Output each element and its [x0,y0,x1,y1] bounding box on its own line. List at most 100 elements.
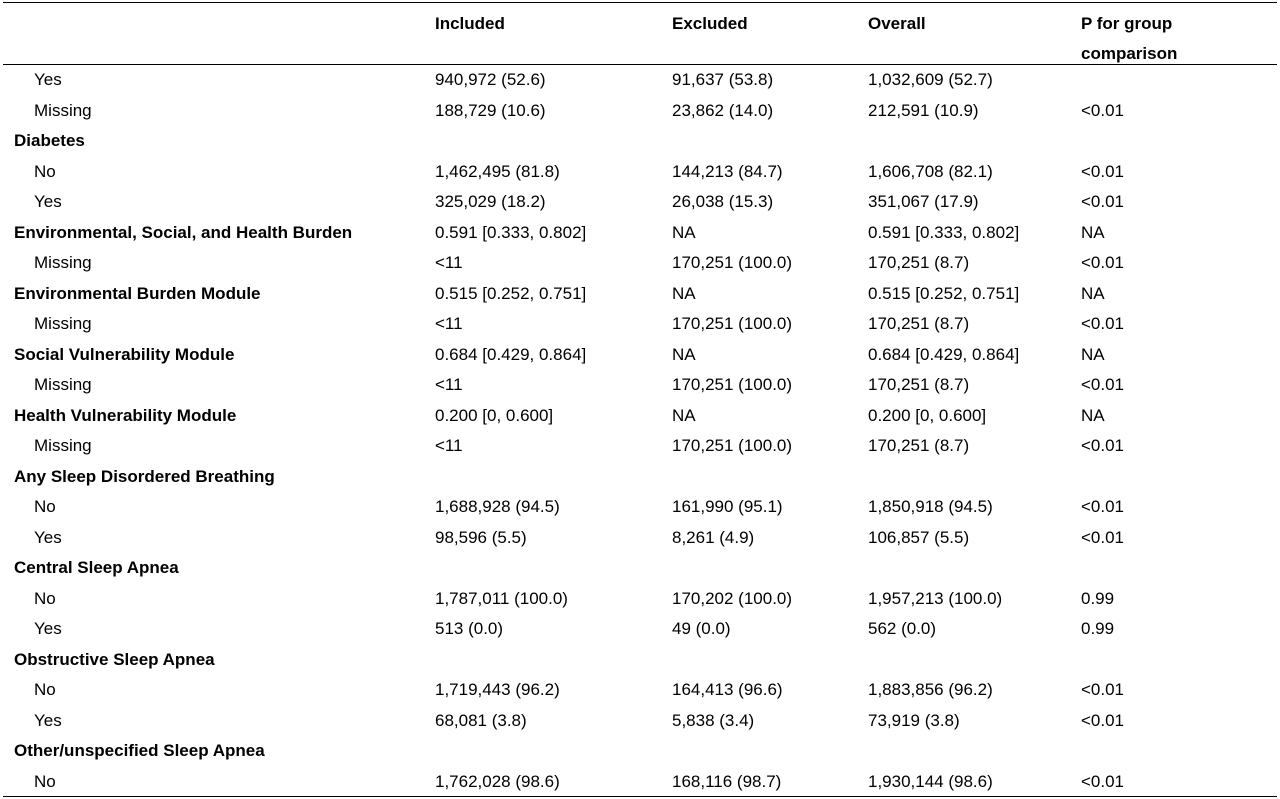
table-group-row: Diabetes [0,126,1280,157]
cell-overall: 0.200 [0, 0.600] [868,405,987,425]
cell-overall: 73,919 (3.8) [868,710,960,730]
row-label: No [34,771,56,791]
cell-p-value: <0.01 [1081,771,1125,791]
cell-included: 1,688,928 (94.5) [435,497,560,516]
row-label: Environmental Burden Module [14,283,261,303]
cell-excluded: 144,213 (84.7) [672,161,783,181]
table-group-row: Social Vulnerability Module 0.684 [0.429,… [0,340,1280,371]
table-row: Yes 940,972 (52.6) 91,637 (53.8) 1,032,609 … [0,65,1280,96]
cell-excluded: 170,251 (100.0) [672,436,793,455]
cell-excluded: 170,251 (100.0) [672,314,793,333]
table-body: Yes 940,972 (52.6) 91,637 (53.8) 1,032,609 … [0,65,1280,797]
cell-overall: 1,850,918 (94.5) [868,497,993,516]
row-label: Central Sleep Apnea [14,558,179,577]
cell-overall: 562 (0.0) [868,619,937,638]
cell-included: <11 [435,436,463,455]
cell-p-value: 0.99 [1081,619,1115,638]
cell-excluded: NA [672,283,696,303]
cell-included: 0.200 [0, 0.600] [435,405,554,425]
header-overall: Overall [868,14,926,33]
cell-p-value: <0.01 [1081,375,1125,394]
cell-overall: 0.684 [0.429, 0.864] [868,344,1020,364]
cell-included: 0.515 [0.252, 0.751] [435,283,587,303]
row-label: Any Sleep Disordered Breathing [14,466,275,486]
row-label: Health Vulnerability Module [14,405,237,425]
row-label: Yes [34,527,62,547]
cell-p-value: <0.01 [1081,314,1125,333]
cell-excluded: 5,838 (3.4) [672,710,755,730]
cell-p-value: <0.01 [1081,680,1125,699]
table-row: Missing <11 170,251 (100.0) 170,251 (8.7) <0… [0,431,1280,462]
cell-included: <11 [435,253,463,272]
cell-excluded: 8,261 (4.9) [672,527,755,547]
table-row: Missing <11 170,251 (100.0) 170,251 (8.7) <0… [0,248,1280,279]
cell-p-value: NA [1081,283,1105,303]
cell-p-value: <0.01 [1081,497,1125,516]
row-label: Social Vulnerability Module [14,344,235,364]
cell-included: <11 [435,314,463,333]
row-label: Environmental, Social, and Health Burden [14,222,353,242]
table-group-row: Environmental, Social, and Health Burden… [0,218,1280,249]
cell-p-value: <0.01 [1081,436,1125,455]
cell-p-value: NA [1081,222,1105,242]
row-label: Yes [34,619,62,638]
table-row: Yes 513 (0.0) 49 (0.0) 562 (0.0) 0.99 [0,614,1280,645]
cell-p-value: NA [1081,344,1105,364]
cell-excluded: 170,251 (100.0) [672,375,793,394]
row-label: Missing [34,253,92,272]
row-label: No [34,497,56,516]
table-bottom-rule [3,796,1277,797]
cell-included: 513 (0.0) [435,619,504,638]
row-label: No [34,588,56,608]
cell-included: 1,762,028 (98.6) [435,771,560,791]
row-label: Obstructive Sleep Apnea [14,649,215,669]
header-p-value-line2: comparison [1081,44,1178,63]
cell-excluded: NA [672,222,696,242]
cell-overall: 0.591 [0.333, 0.802] [868,222,1020,242]
table-group-row: Central Sleep Apnea [0,553,1280,584]
table-row: No 1,787,011 (100.0) 170,202 (100.0) 1,957,… [0,584,1280,615]
header-included: Included [435,14,505,33]
table-top-rule [3,2,1277,3]
cell-excluded: NA [672,405,696,425]
table-row: No 1,688,928 (94.5) 161,990 (95.1) 1,850,91… [0,492,1280,523]
cell-p-value: 0.99 [1081,588,1115,608]
table-row: Missing <11 170,251 (100.0) 170,251 (8.7) <0… [0,309,1280,340]
cell-overall: 1,883,856 (96.2) [868,680,993,699]
cell-included: <11 [435,375,463,394]
cell-p-value: <0.01 [1081,161,1125,181]
table-header-rule [3,64,1277,65]
cell-overall: 212,591 (10.9) [868,100,979,120]
cell-overall: 1,032,609 (52.7) [868,70,993,89]
cell-included: 0.591 [0.333, 0.802] [435,222,587,242]
row-label: No [34,680,56,699]
header-excluded: Excluded [672,14,748,33]
row-label: Yes [34,192,62,211]
cell-overall: 170,251 (8.7) [868,314,970,333]
cell-excluded: 23,862 (14.0) [672,100,774,120]
row-label: Missing [34,375,92,394]
table-header: Included Excluded Overall P for group co… [0,4,1280,64]
cell-excluded: 168,116 (98.7) [672,771,782,791]
cell-excluded: 49 (0.0) [672,619,731,638]
cell-p-value: <0.01 [1081,253,1125,272]
cell-overall: 0.515 [0.252, 0.751] [868,283,1020,303]
row-label: Yes [34,70,62,89]
row-label: Other/unspecified Sleep Apnea [14,741,265,760]
cell-overall: 106,857 (5.5) [868,527,970,547]
cell-included: 188,729 (10.6) [435,100,546,120]
cell-excluded: NA [672,344,696,364]
cell-excluded: 164,413 (96.6) [672,680,783,699]
header-p-value-line1: P for group [1081,14,1173,33]
table-row: Missing 188,729 (10.6) 23,862 (14.0) 212,59… [0,96,1280,127]
table-group-row: Environmental Burden Module 0.515 [0.252,… [0,279,1280,310]
table-group-row: Any Sleep Disordered Breathing [0,462,1280,493]
cell-included: 0.684 [0.429, 0.864] [435,344,587,364]
cell-overall: 170,251 (8.7) [868,436,970,455]
cell-included: 1,787,011 (100.0) [435,588,568,608]
table-row: No 1,462,495 (81.8) 144,213 (84.7) 1,606,70… [0,157,1280,188]
table-group-row: Health Vulnerability Module 0.200 [0, 0.6… [0,401,1280,432]
cell-included: 98,596 (5.5) [435,527,527,547]
row-label: Yes [34,710,62,730]
cell-p-value: NA [1081,405,1105,425]
